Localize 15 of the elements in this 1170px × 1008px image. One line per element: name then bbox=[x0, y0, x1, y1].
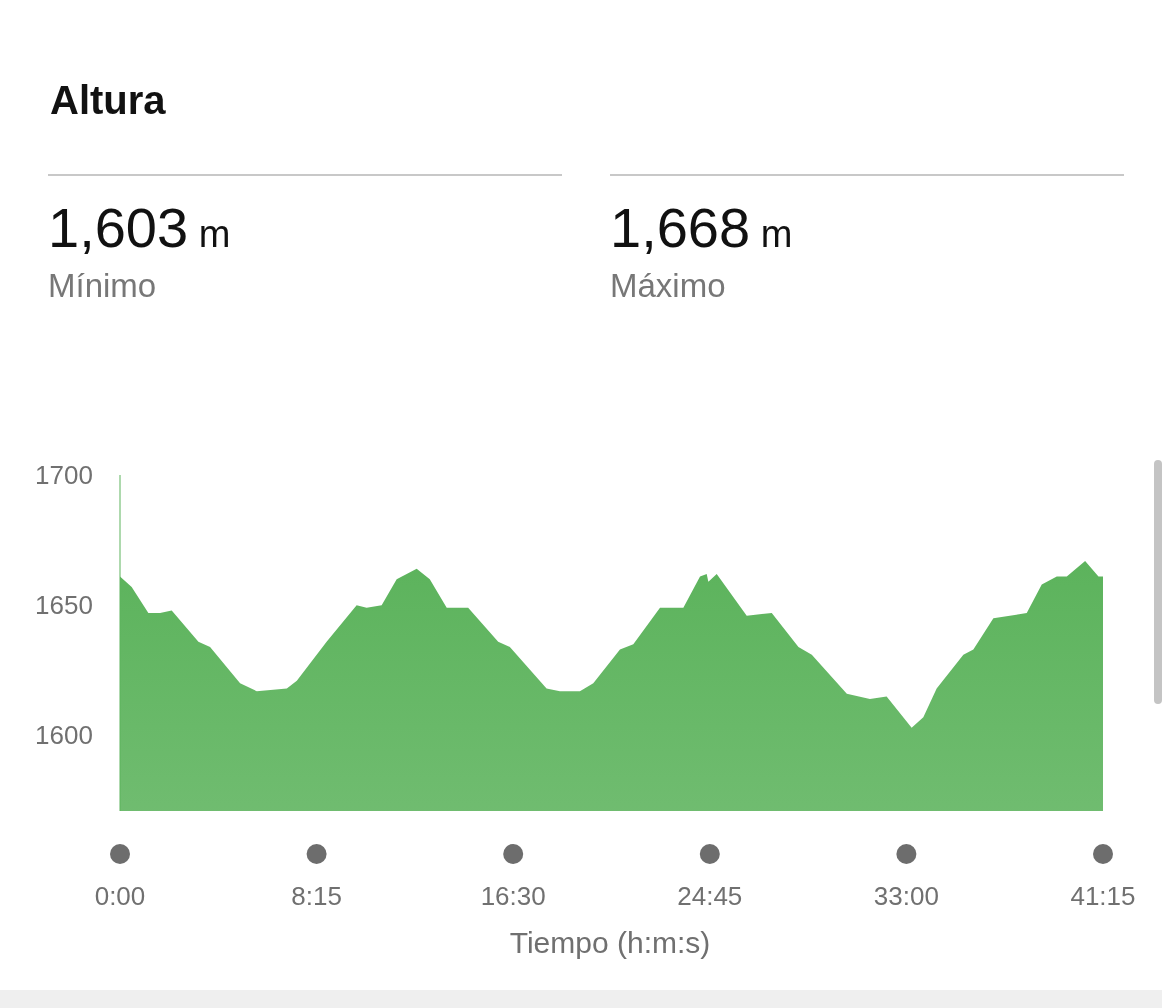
text: Máximo bbox=[610, 266, 727, 306]
text: 1,603 m bbox=[48, 196, 232, 261]
x-tick-label: 24:45 bbox=[677, 881, 743, 911]
x-tick-label: 8:15 bbox=[291, 881, 342, 911]
y-tick-label: 1700 bbox=[35, 460, 93, 490]
text: 1,668 m bbox=[610, 196, 794, 261]
x-tick-label: 0:00 bbox=[94, 881, 146, 911]
y-tick-label: 1650 bbox=[35, 590, 93, 621]
chart-title: Altura bbox=[50, 78, 166, 123]
x-tick-label: 16:30 bbox=[480, 881, 546, 911]
y-tick-label: 1600 bbox=[35, 720, 93, 751]
x-tick-label: 41:15 bbox=[1070, 881, 1136, 911]
text: Mínimo bbox=[48, 266, 158, 306]
x-axis-title: Tiempo (h:m:s) bbox=[508, 926, 712, 960]
x-tick-label: 33:00 bbox=[873, 881, 939, 911]
